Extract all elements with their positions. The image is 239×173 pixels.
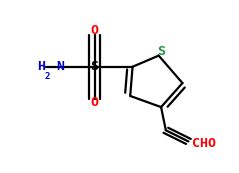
Text: CHO: CHO <box>192 137 216 150</box>
Text: 2: 2 <box>45 72 50 81</box>
Text: N: N <box>57 60 65 73</box>
Text: O: O <box>91 96 98 109</box>
Text: S: S <box>157 45 165 58</box>
Text: S: S <box>91 60 98 73</box>
Text: O: O <box>91 24 98 37</box>
Text: H: H <box>37 60 45 73</box>
